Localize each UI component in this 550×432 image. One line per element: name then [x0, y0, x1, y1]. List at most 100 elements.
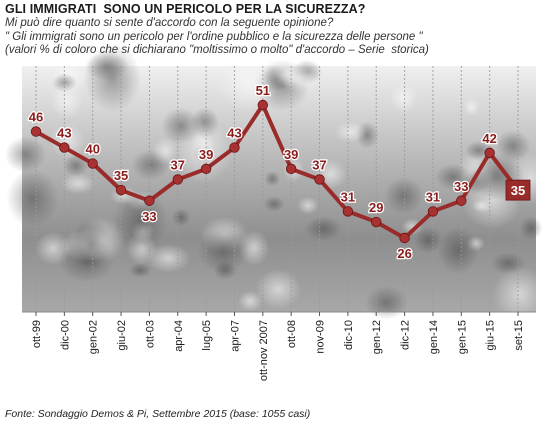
photo-texture: [70, 219, 112, 269]
photo-texture: [4, 136, 47, 173]
photo-texture: [128, 263, 152, 278]
data-point: [285, 163, 297, 175]
data-label: 35: [114, 168, 128, 183]
source-note: Fonte: Sondaggio Demos & Pi, Settembre 2…: [5, 408, 311, 420]
data-label: 31: [426, 189, 440, 204]
data-label: 40: [85, 142, 99, 157]
photo-texture: [495, 130, 531, 162]
data-point: [59, 142, 70, 153]
photo-texture: [263, 196, 285, 212]
photo-texture: [161, 107, 201, 144]
photo-texture: [492, 265, 547, 323]
data-label: 37: [312, 157, 326, 172]
photo-texture: [491, 252, 526, 275]
data-point: [30, 126, 42, 137]
x-tick-label: apr-04: [173, 320, 185, 352]
photo-texture: [334, 121, 367, 143]
data-point: [314, 174, 325, 185]
data-point: [229, 142, 240, 153]
x-tick-label: gen-12: [371, 320, 383, 354]
data-point: [342, 206, 354, 217]
photo-texture: [152, 137, 179, 165]
chart-title: GLI IMMIGRATI SONO UN PERICOLO PER LA SI…: [5, 2, 366, 16]
photo-texture: [112, 188, 168, 253]
data-label: 43: [227, 126, 241, 141]
x-tick-label: set-15: [513, 320, 525, 351]
x-tick-label: ott-08: [286, 320, 298, 348]
subtitle-question: Mi può dire quanto si sente d'accordo co…: [5, 17, 334, 29]
data-point: [456, 195, 467, 206]
photo-texture: [365, 285, 408, 320]
data-label: 42: [482, 131, 496, 146]
photo-texture: [145, 243, 191, 273]
vertical-gridlines: [35, 66, 519, 312]
photo-texture: [384, 176, 424, 215]
data-point: [371, 216, 382, 228]
photo-texture: [281, 66, 318, 92]
data-point: [144, 195, 155, 206]
photo-texture: [255, 268, 302, 310]
x-tick-label: ott-nov 2007: [258, 320, 270, 381]
data-label: 26: [397, 246, 411, 261]
photo-texture: [414, 226, 443, 254]
x-tick-label: giu-02: [116, 320, 128, 351]
highlight-box: [505, 179, 531, 201]
data-label: 46: [29, 110, 43, 125]
x-tick-label: nov-09: [315, 320, 327, 354]
x-tick-label: ott-03: [144, 320, 156, 348]
photo-texture: [297, 196, 319, 215]
photo-texture: [213, 260, 238, 280]
data-point: [257, 99, 269, 111]
data-point: [427, 206, 439, 217]
x-tick-label: dic-10: [343, 320, 355, 350]
data-label: 51: [256, 83, 270, 98]
x-tick-label: apr-07: [229, 320, 241, 352]
data-point: [200, 163, 212, 175]
subtitle-statement: " Gli immigrati sono un pericolo per l'o…: [5, 31, 423, 43]
photo-texture: [49, 123, 85, 159]
x-tick-labels: ott-99 dic-00 gen-02 giu-02 ott-03 apr-04 lug-…: [31, 320, 525, 381]
photo-texture: [401, 218, 424, 235]
x-tick-label: gen-14: [428, 320, 440, 354]
photo-texture: [463, 98, 480, 116]
subtitle-note: (valori % di coloro che si dichiarano "m…: [5, 44, 429, 56]
data-labels: 46 43 40 35 33 37 39 43 51 39 37 31 29 26 31 33 42 35: [28, 82, 531, 262]
data-point: [399, 232, 410, 244]
x-tick-label: giu-15: [485, 320, 497, 351]
photo-texture: [171, 208, 191, 227]
photo-texture: [63, 154, 89, 177]
x-tick-label: dic-00: [59, 320, 71, 350]
data-point: [87, 158, 98, 169]
photo-texture: [264, 170, 281, 187]
series-markers: [30, 99, 495, 244]
x-tick-label: ott-99: [31, 320, 43, 348]
x-tick-label: gen-15: [456, 320, 468, 354]
data-point: [115, 184, 127, 196]
photo-texture: [84, 51, 129, 81]
data-label: 31: [341, 189, 355, 204]
data-label: 39: [199, 147, 213, 162]
photo-texture: [50, 82, 84, 120]
photo-texture: [6, 169, 60, 228]
data-point: [172, 174, 183, 185]
data-label: 39: [284, 147, 298, 162]
photo-texture: [198, 228, 249, 274]
photo-texture: [304, 216, 343, 241]
x-tick-label: lug-05: [201, 320, 213, 351]
photo-texture: [471, 198, 492, 213]
x-axis-ticks: [35, 312, 519, 316]
photo-texture: [519, 216, 543, 240]
x-tick-label: gen-02: [88, 320, 100, 354]
crowd-background-photo: [4, 44, 550, 323]
data-label-highlight: 35: [511, 183, 525, 198]
data-label: 37: [171, 157, 185, 172]
data-label: 33: [454, 179, 468, 194]
photo-texture: [238, 290, 263, 312]
data-label: 33: [142, 209, 156, 224]
photo-texture: [390, 83, 418, 114]
data-label: 43: [57, 126, 71, 141]
photo-texture: [437, 227, 479, 275]
photo-texture: [61, 173, 96, 195]
data-point: [484, 147, 495, 159]
